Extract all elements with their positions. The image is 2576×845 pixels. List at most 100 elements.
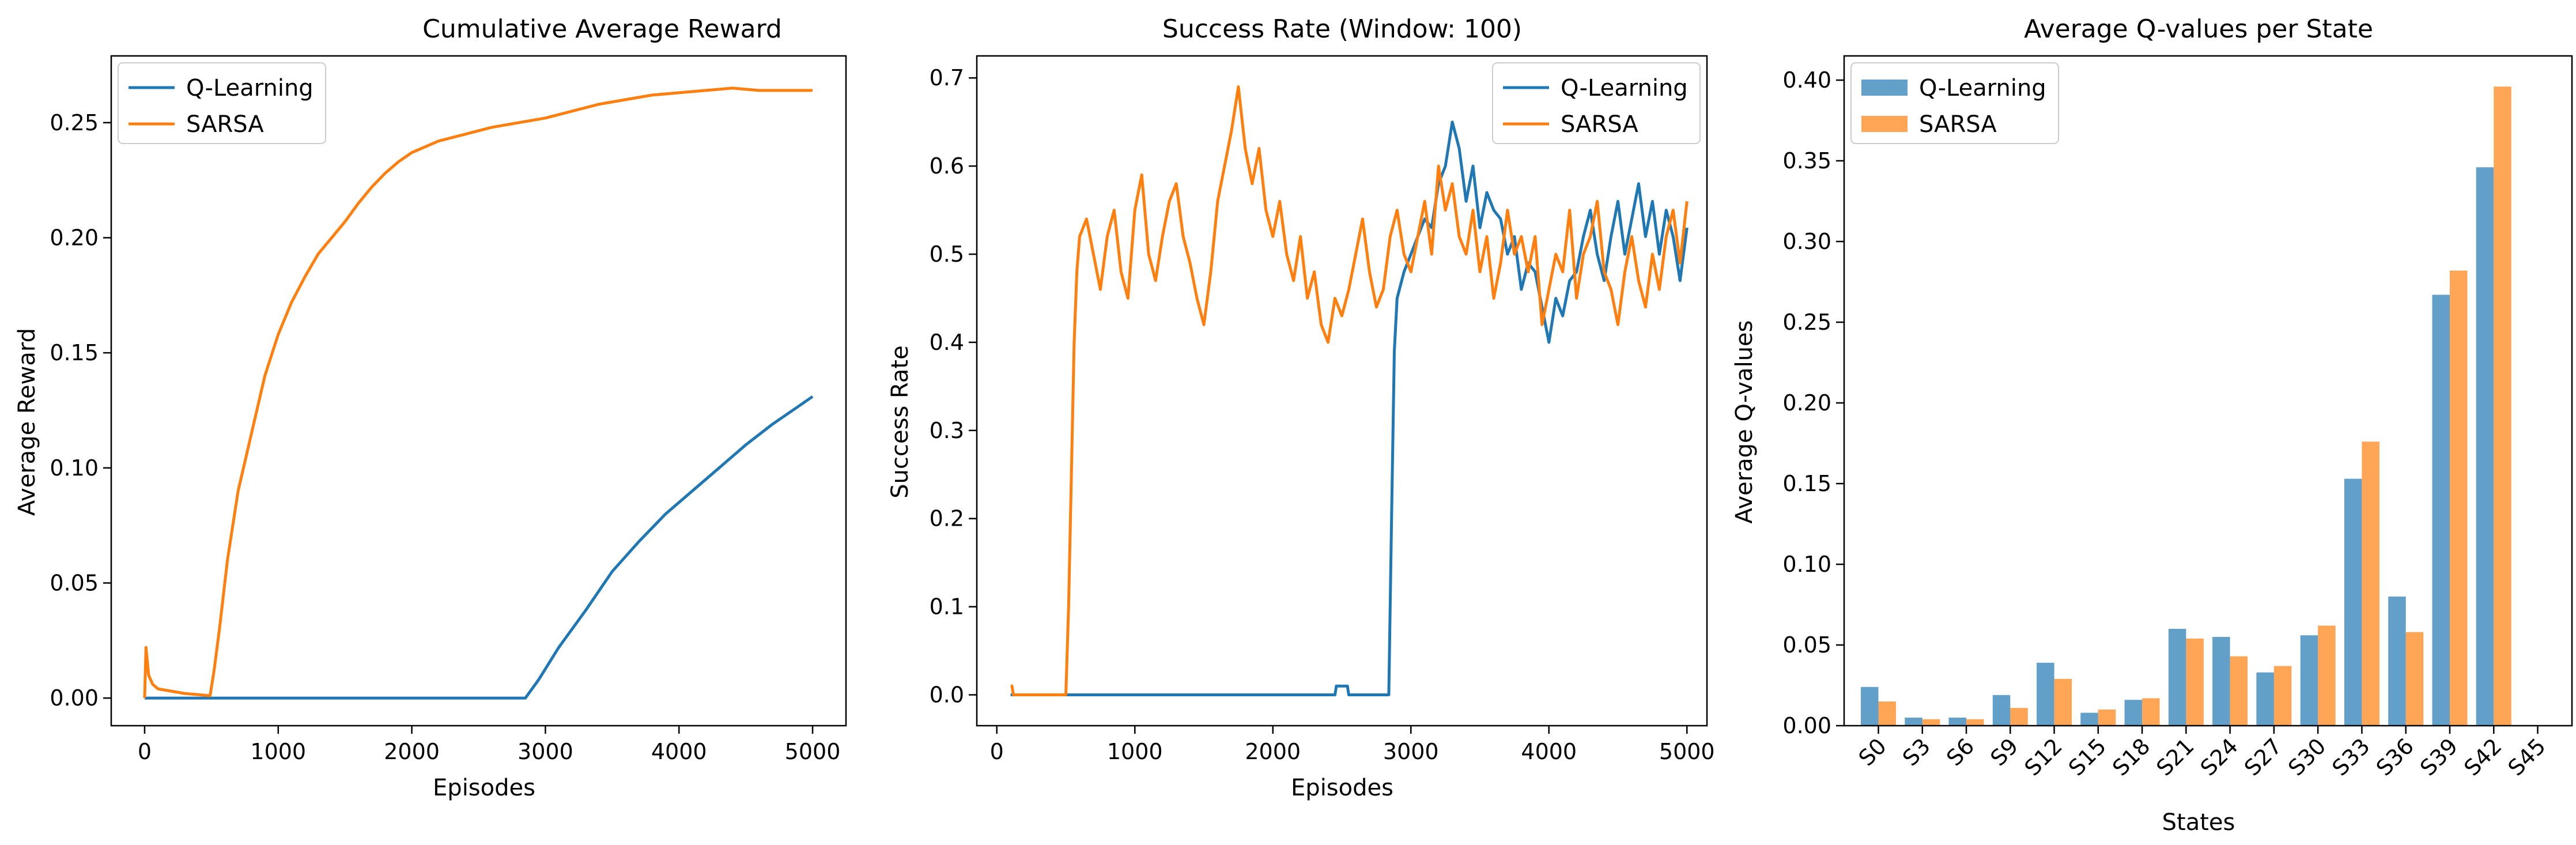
legend-label-q-learning: Q-Learning	[1919, 75, 2046, 101]
bar-q-learning-s36	[2388, 597, 2406, 726]
y-tick-label: 0.05	[1782, 632, 1831, 658]
bar-q-learning-s6	[1948, 718, 1966, 726]
y-tick-label: 0.05	[50, 570, 99, 595]
x-tick-label: S39	[2415, 733, 2462, 780]
legend-label-q-learning: Q-Learning	[186, 75, 313, 101]
panel-cumulative-average-reward: Cumulative Average Reward Episodes Avera…	[14, 14, 847, 801]
y-tick-label: 0.2	[930, 506, 964, 531]
y-tick-label: 0.20	[50, 225, 99, 250]
bar-q-learning-s9	[1992, 695, 2011, 726]
axes-frame	[1843, 55, 2573, 727]
series-line-sarsa	[1010, 85, 1689, 696]
bar-sarsa-s3	[1922, 719, 1940, 726]
y-tick-label: 0.3	[930, 418, 964, 443]
x-axis-label: Episodes	[433, 775, 535, 801]
bar-q-learning-s24	[2212, 637, 2230, 726]
y-tick-label: 0.35	[1782, 148, 1831, 173]
bar-sarsa-s0	[1878, 701, 1896, 726]
x-tick-label: S0	[1854, 733, 1891, 771]
x-tick-label: S42	[2459, 733, 2506, 780]
legend-label-sarsa: SARSA	[186, 111, 264, 138]
plot-area	[1010, 85, 1689, 696]
axes-frame	[976, 55, 1708, 727]
y-tick-label: 0.30	[1782, 229, 1831, 254]
bar-sarsa-s30	[2318, 625, 2336, 726]
legend: Q-Learning SARSA	[1492, 62, 1701, 144]
y-tick-label: 0.00	[50, 685, 99, 711]
y-tick-label: 0.10	[50, 455, 99, 481]
y-tick-label: 0.15	[1782, 471, 1831, 496]
y-tick-label: 0.10	[1782, 552, 1831, 577]
bar-q-learning-s30	[2300, 635, 2318, 726]
bar-sarsa-s24	[2230, 656, 2248, 726]
plot-area	[143, 86, 814, 700]
bar-q-learning-s0	[1861, 686, 1879, 726]
legend-swatch-q-learning	[1861, 80, 1908, 96]
y-tick-label: 0.6	[930, 153, 964, 179]
chart-title: Cumulative Average Reward	[422, 14, 782, 44]
bar-sarsa-s36	[2405, 632, 2424, 726]
x-tick-label: S30	[2283, 733, 2331, 780]
x-tick-label: S6	[1942, 733, 1979, 771]
x-tick-label: 0	[138, 739, 152, 764]
bar-q-learning-s33	[2344, 478, 2362, 726]
x-tick-label: S27	[2239, 733, 2287, 780]
y-tick-label: 0.1	[930, 594, 964, 620]
x-tick-label: 1000	[1107, 739, 1163, 764]
x-tick-label: S18	[2107, 733, 2155, 780]
x-tick-label: S36	[2371, 733, 2419, 780]
legend-label-sarsa: SARSA	[1919, 111, 1997, 138]
x-axis-label: Episodes	[1291, 775, 1393, 801]
x-tick-label: 3000	[1383, 739, 1439, 764]
y-tick-label: 0.15	[50, 340, 99, 365]
bar-sarsa-s9	[2010, 708, 2028, 726]
plot-area	[1861, 86, 2511, 726]
bar-q-learning-s12	[2037, 662, 2054, 726]
panel-average-q-values: Average Q-values per State States Averag…	[1731, 14, 2573, 836]
x-tick-label: S33	[2327, 733, 2374, 780]
bar-sarsa-s6	[1966, 719, 1984, 726]
y-axis-label: Success Rate	[887, 345, 913, 498]
y-tick-label: 0.0	[930, 682, 964, 707]
bar-q-learning-s39	[2432, 295, 2450, 726]
x-tick-label: S9	[1985, 733, 2023, 771]
y-tick-label: 0.7	[930, 65, 964, 90]
series-line-q-learning	[1010, 120, 1689, 696]
bar-sarsa-s15	[2098, 710, 2116, 726]
y-axis-label: Average Reward	[14, 328, 40, 516]
y-tick-label: 0.25	[50, 110, 99, 135]
bar-q-learning-s15	[2080, 712, 2098, 726]
axes-frame	[110, 55, 847, 727]
legend-label-q-learning: Q-Learning	[1561, 75, 1688, 101]
x-tick-label: 2000	[384, 739, 440, 764]
bar-sarsa-s18	[2142, 698, 2160, 726]
bar-sarsa-s33	[2362, 442, 2379, 726]
series-line-q-learning	[145, 395, 814, 700]
y-tick-label: 0.5	[930, 242, 964, 267]
y-tick-label: 0.00	[1782, 713, 1831, 738]
chart-title: Average Q-values per State	[2024, 14, 2373, 44]
x-tick-label: 5000	[1659, 739, 1715, 764]
bar-q-learning-s21	[2168, 629, 2186, 726]
x-tick-label: S21	[2151, 733, 2199, 780]
x-tick-label: S15	[2064, 733, 2111, 780]
bar-sarsa-s39	[2450, 270, 2468, 726]
y-tick-label: 0.4	[930, 330, 964, 355]
bar-sarsa-s21	[2186, 638, 2204, 726]
x-tick-label: 3000	[518, 739, 573, 764]
y-tick-label: 0.40	[1782, 67, 1831, 93]
bar-q-learning-s18	[2124, 700, 2143, 726]
x-tick-label: 5000	[785, 739, 841, 764]
legend-label-sarsa: SARSA	[1561, 111, 1638, 138]
bar-sarsa-s27	[2273, 666, 2292, 726]
x-tick-label: 0	[990, 739, 1004, 764]
y-tick-label: 0.20	[1782, 390, 1831, 416]
y-axis-label: Average Q-values	[1731, 320, 1758, 523]
x-axis-label: States	[2162, 809, 2235, 836]
x-tick-label: S12	[2020, 733, 2067, 780]
x-tick-label: 4000	[651, 739, 707, 764]
x-tick-label: S24	[2196, 733, 2243, 780]
bar-q-learning-s3	[1905, 718, 1922, 726]
x-tick-label: S45	[2503, 733, 2551, 780]
